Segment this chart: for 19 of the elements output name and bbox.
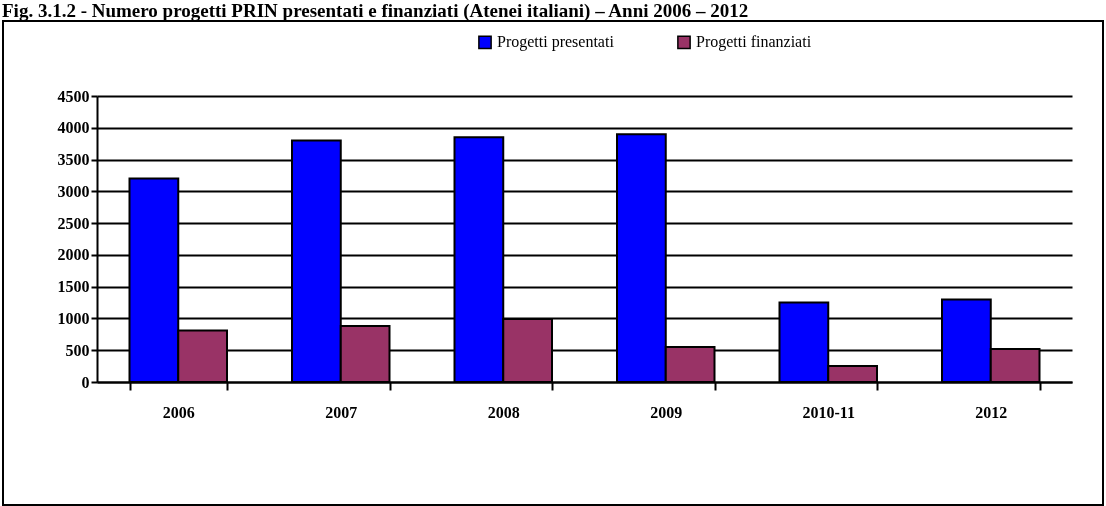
y-tick-label: 1500 xyxy=(57,278,90,296)
y-tick-label: 3500 xyxy=(57,151,90,169)
legend-label: Progetti presentati xyxy=(497,33,615,52)
y-tick-label: 2000 xyxy=(57,246,90,264)
y-tick-label: 4000 xyxy=(57,119,90,137)
y-tick-label: 2500 xyxy=(57,214,90,232)
y-tick-label: 500 xyxy=(65,341,90,359)
x-tick-label: 2007 xyxy=(325,403,358,421)
x-tick-label: 2009 xyxy=(650,403,683,421)
y-tick-label: 1000 xyxy=(57,309,90,327)
y-tick-label: 4500 xyxy=(57,87,90,105)
y-tick-label: 3000 xyxy=(57,182,90,200)
legend-label: Progetti finanziati xyxy=(696,33,812,52)
x-tick-label: 2006 xyxy=(162,403,195,421)
y-tick-label: 0 xyxy=(81,373,90,391)
x-tick-label: 2012 xyxy=(975,403,1008,421)
x-tick-label: 2010-11 xyxy=(802,403,855,421)
x-tick-label: 2008 xyxy=(487,403,520,421)
chart-title: Fig. 3.1.2 - Numero progetti PRIN presentati e finanziati (Atenei italiani) – Anni 2006 – 2012 xyxy=(2,0,749,22)
